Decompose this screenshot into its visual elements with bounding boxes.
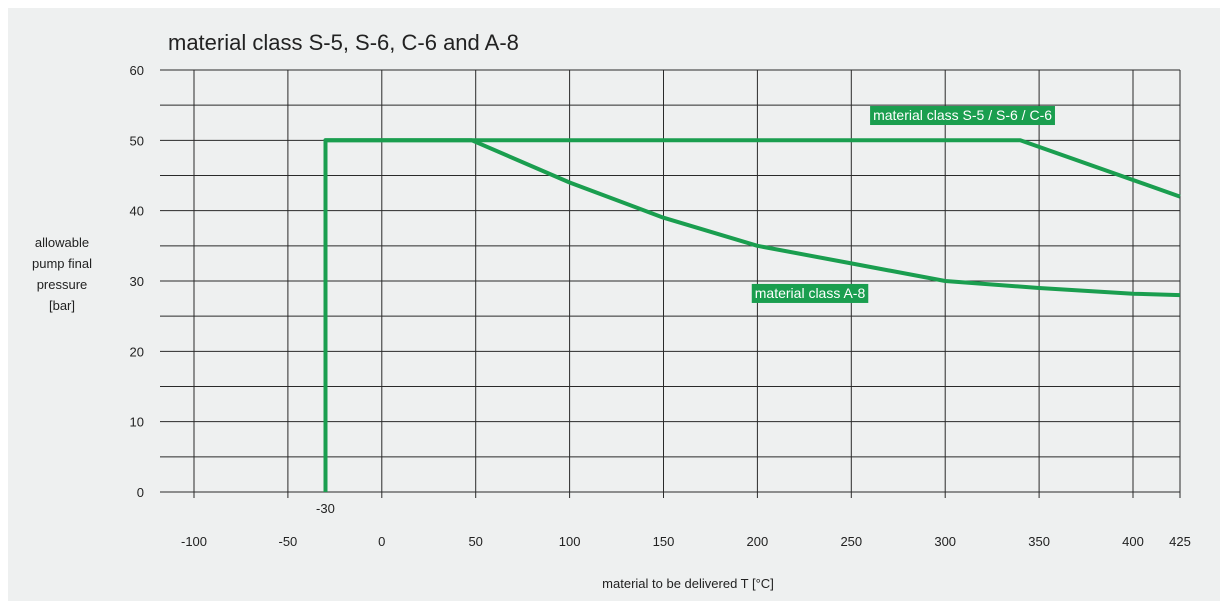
x-axis-label: material to be delivered T [°C]: [602, 576, 774, 591]
x-tick-label: 50: [468, 534, 482, 549]
y-tick-label: 60: [130, 63, 144, 78]
chart-area: material class S-5, S-6, C-6 and A-8 all…: [8, 8, 1220, 601]
y-axis-label-line: pump final: [32, 256, 92, 271]
x-tick-label: 350: [1028, 534, 1050, 549]
y-axis-label-line: pressure: [36, 277, 88, 292]
y-tick-label: 50: [130, 133, 144, 148]
y-tick-label: 10: [130, 415, 144, 430]
y-axis-label-line: allowable: [34, 235, 90, 250]
x-tick-label: 400: [1122, 534, 1144, 549]
y-tick-label: 30: [130, 274, 144, 289]
series-label: material class S-5 / S-6 / C-6: [873, 107, 1052, 123]
x-tick-label: 150: [653, 534, 675, 549]
x-extra-tick-label: -30: [316, 501, 335, 516]
x-tick-label: 250: [840, 534, 862, 549]
x-tick-label: -100: [181, 534, 207, 549]
series-line: [323, 138, 1181, 492]
series-label-box: [870, 106, 1055, 126]
chart-title: material class S-5, S-6, C-6 and A-8: [168, 30, 519, 55]
x-tick-label: 100: [559, 534, 581, 549]
x-tick-label: 425: [1169, 534, 1191, 549]
y-tick-label: 20: [130, 344, 144, 359]
x-tick-label: 200: [747, 534, 769, 549]
x-tick-label: 0: [378, 534, 385, 549]
y-tick-label: 0: [137, 485, 144, 500]
series-label: material class A-8: [755, 285, 866, 301]
y-axis-label-line: [bar]: [48, 298, 75, 313]
x-tick-label: -50: [279, 534, 298, 549]
series-label-box: [751, 283, 869, 303]
y-axis-label: allowable pump final pressure [bar]: [12, 232, 112, 316]
plot-svg: 0 10 20 30 40 50 60 -100 -50 0 50 100 150 200 250 300 35…: [130, 63, 1191, 549]
x-tick-label: 300: [934, 534, 956, 549]
y-tick-label: 40: [130, 204, 144, 219]
